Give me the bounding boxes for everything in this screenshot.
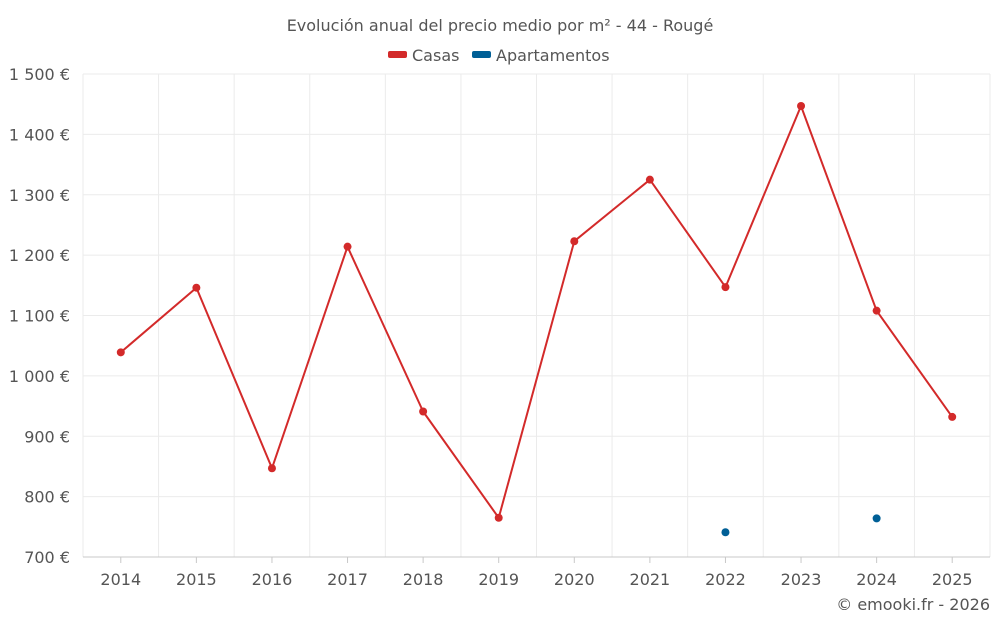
data-point-casas bbox=[721, 283, 730, 292]
data-point-casas bbox=[116, 348, 125, 357]
x-tick-label: 2023 bbox=[781, 570, 822, 589]
data-point-casas bbox=[872, 306, 881, 315]
y-tick-label: 700 € bbox=[24, 548, 70, 567]
x-tick-label: 2014 bbox=[100, 570, 141, 589]
grid bbox=[82, 73, 991, 557]
data-point-casas bbox=[797, 101, 806, 110]
y-tick-label: 900 € bbox=[24, 427, 70, 446]
data-point-casas bbox=[948, 412, 957, 421]
legend: Casas Apartamentos bbox=[388, 46, 610, 65]
legend-label-casas: Casas bbox=[412, 46, 459, 65]
legend-swatch-casas bbox=[388, 51, 407, 58]
y-tick-label: 1 400 € bbox=[9, 125, 70, 144]
x-tick-label: 2016 bbox=[252, 570, 293, 589]
x-tick-label: 2025 bbox=[932, 570, 973, 589]
x-tick-label: 2022 bbox=[705, 570, 746, 589]
x-tick-label: 2018 bbox=[403, 570, 444, 589]
chart-title: Evolución anual del precio medio por m² … bbox=[287, 16, 714, 35]
legend-item-apartamentos[interactable]: Apartamentos bbox=[472, 46, 610, 65]
data-point-casas bbox=[343, 242, 352, 251]
legend-item-casas[interactable]: Casas bbox=[388, 46, 459, 65]
y-tick-label: 1 100 € bbox=[9, 307, 70, 326]
y-tick-label: 1 500 € bbox=[9, 65, 70, 84]
legend-label-apartamentos: Apartamentos bbox=[496, 46, 610, 65]
series bbox=[116, 101, 957, 537]
series-apartamentos bbox=[721, 514, 881, 537]
data-point-casas bbox=[192, 283, 201, 292]
x-axis: 2014 2015 2016 2017 2018 2019 2020 2021 2022 2023… bbox=[83, 556, 990, 589]
x-tick-label: 2020 bbox=[554, 570, 595, 589]
x-tick-label: 2015 bbox=[176, 570, 217, 589]
x-tick-label: 2017 bbox=[327, 570, 368, 589]
y-tick-label: 1 200 € bbox=[9, 246, 70, 265]
data-point-casas bbox=[419, 407, 428, 416]
x-tick-label: 2024 bbox=[856, 570, 897, 589]
legend-swatch-apartamentos bbox=[472, 51, 491, 58]
data-point-casas bbox=[494, 513, 503, 522]
data-point-apartamentos bbox=[721, 528, 730, 537]
x-tick-label: 2021 bbox=[630, 570, 671, 589]
data-point-casas bbox=[570, 237, 579, 246]
data-point-casas bbox=[645, 175, 654, 184]
y-tick-label: 1 000 € bbox=[9, 367, 70, 386]
y-tick-label: 800 € bbox=[24, 488, 70, 507]
series-line-casas bbox=[120, 105, 954, 519]
series-casas bbox=[116, 101, 957, 522]
y-axis: 700 € 800 € 900 € 1 000 € 1 100 € 1 200 € 1 30… bbox=[9, 65, 70, 567]
data-point-apartamentos bbox=[872, 514, 881, 523]
y-tick-label: 1 300 € bbox=[9, 186, 70, 205]
x-tick-label: 2019 bbox=[478, 570, 519, 589]
data-point-casas bbox=[267, 464, 276, 473]
credit: © emooki.fr - 2026 bbox=[836, 595, 990, 614]
